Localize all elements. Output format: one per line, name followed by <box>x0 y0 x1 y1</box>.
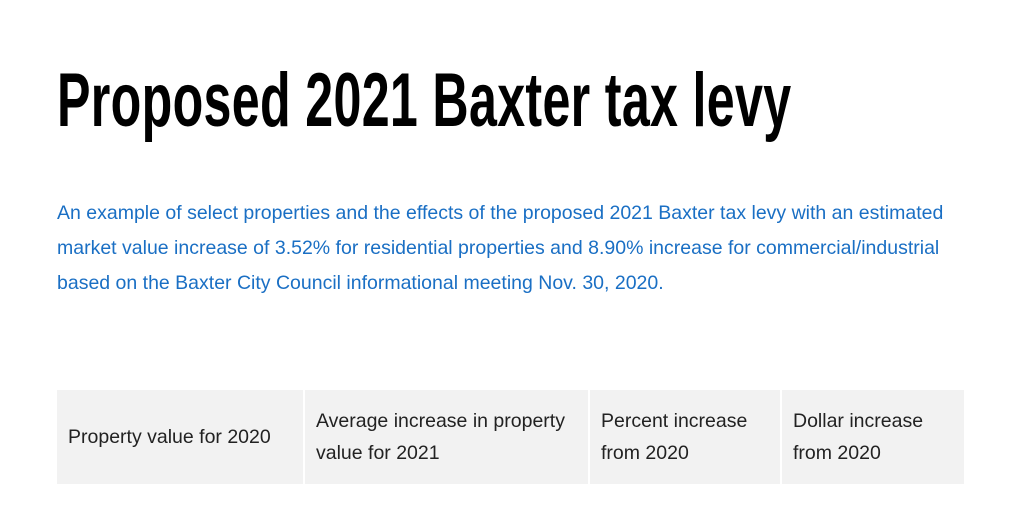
column-header: Dollar increase from 2020 <box>782 390 964 484</box>
column-header: Percent increase from 2020 <box>590 390 782 484</box>
column-header: Property value for 2020 <box>57 390 305 484</box>
page-title: Proposed 2021 Baxter tax levy <box>57 58 792 143</box>
description: An example of select properties and the … <box>57 202 944 294</box>
header-row: Property value for 2020 Average increase… <box>57 390 964 484</box>
data-table: Property value for 2020 Average increase… <box>57 390 964 484</box>
column-header: Average increase in property value for 2… <box>305 390 590 484</box>
